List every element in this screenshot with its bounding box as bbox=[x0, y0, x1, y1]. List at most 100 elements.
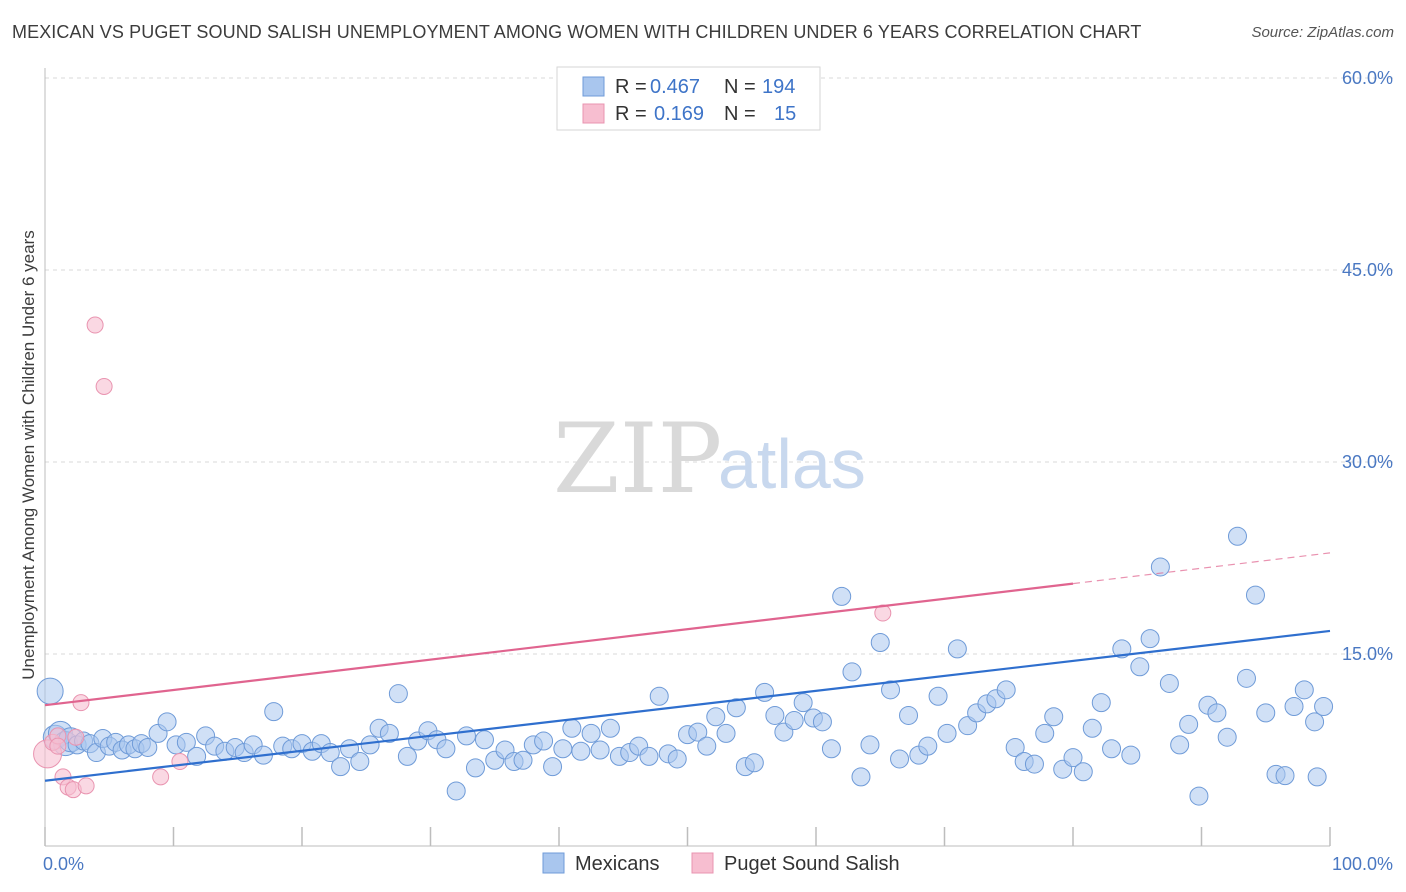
data-point-mexicans bbox=[1256, 703, 1276, 723]
series-legend-mexicans: Mexicans bbox=[575, 853, 659, 875]
data-point-salish bbox=[171, 753, 189, 771]
data-point-mexicans bbox=[842, 662, 862, 682]
legend-n-value: 15 bbox=[774, 103, 796, 125]
legend-n-label: N = bbox=[724, 76, 756, 98]
data-point-mexicans bbox=[1170, 735, 1190, 755]
data-point-mexicans bbox=[1140, 629, 1160, 649]
data-point-mexicans bbox=[832, 586, 852, 606]
legend-r-value: 0.169 bbox=[654, 103, 704, 125]
data-point-salish bbox=[152, 768, 170, 786]
legend-r-label: R = bbox=[615, 76, 647, 98]
y-tick-label: 60.0% bbox=[1342, 68, 1393, 88]
axes bbox=[44, 68, 1331, 847]
y-tick-label: 45.0% bbox=[1342, 260, 1393, 280]
salish-points bbox=[33, 316, 892, 799]
series-swatch-salish bbox=[691, 852, 714, 874]
data-point-mexicans bbox=[581, 723, 601, 743]
data-point-mexicans bbox=[436, 739, 456, 759]
data-point-mexicans bbox=[1091, 693, 1111, 713]
data-point-mexicans bbox=[1035, 723, 1055, 743]
y-tick-label: 15.0% bbox=[1342, 644, 1393, 664]
data-point-mexicans bbox=[138, 737, 158, 757]
data-point-mexicans bbox=[1179, 714, 1199, 734]
data-point-mexicans bbox=[456, 726, 476, 746]
data-point-mexicans bbox=[1005, 737, 1025, 757]
series-legend: Mexicans Puget Sound Salish bbox=[542, 852, 900, 875]
data-point-mexicans bbox=[870, 632, 890, 652]
series-swatch-mexicans bbox=[542, 852, 565, 874]
legend-swatch-mexicans bbox=[582, 76, 605, 97]
data-point-mexicans bbox=[812, 712, 832, 732]
tick-labels: 15.0% 30.0% 45.0% 60.0% 0.0% 100.0% bbox=[43, 68, 1393, 874]
data-point-salish bbox=[49, 737, 67, 755]
data-point-mexicans bbox=[890, 749, 910, 769]
data-point-mexicans bbox=[688, 722, 708, 742]
data-point-mexicans bbox=[1284, 696, 1304, 716]
data-point-mexicans bbox=[1305, 712, 1325, 732]
data-point-mexicans bbox=[1236, 668, 1256, 688]
data-point-mexicans bbox=[899, 705, 919, 725]
trend-line-mexicans bbox=[44, 629, 1331, 782]
data-point-mexicans bbox=[1245, 585, 1265, 605]
data-point-mexicans bbox=[1307, 767, 1327, 787]
data-point-mexicans bbox=[1217, 727, 1237, 747]
data-point-mexicans bbox=[851, 767, 871, 787]
data-point-mexicans bbox=[331, 757, 351, 777]
data-point-mexicans bbox=[1063, 748, 1083, 768]
data-point-mexicans bbox=[1150, 557, 1170, 577]
data-point-mexicans bbox=[360, 735, 380, 755]
data-point-mexicans bbox=[379, 723, 399, 743]
data-point-mexicans bbox=[784, 711, 804, 731]
data-point-mexicans bbox=[513, 750, 533, 770]
data-point-mexicans bbox=[1207, 703, 1227, 723]
data-point-mexicans bbox=[1189, 786, 1209, 806]
data-point-mexicans bbox=[1112, 639, 1132, 659]
legend-n-label: N = bbox=[724, 103, 756, 125]
data-point-mexicans bbox=[937, 723, 957, 743]
data-point-mexicans bbox=[1044, 707, 1064, 727]
legend-r-value: 0.467 bbox=[650, 76, 700, 98]
data-point-mexicans bbox=[157, 712, 177, 732]
y-axis-label: Unemployment Among Women with Children U… bbox=[19, 230, 38, 679]
data-point-salish bbox=[77, 777, 95, 795]
data-point-mexicans bbox=[716, 723, 736, 743]
data-point-mexicans bbox=[755, 682, 775, 702]
trend-line-salish bbox=[44, 582, 1074, 707]
data-point-mexicans bbox=[36, 677, 64, 705]
chart-title: MEXICAN VS PUGET SOUND SALISH UNEMPLOYME… bbox=[12, 22, 1142, 42]
legend-swatch-salish bbox=[582, 103, 605, 124]
data-point-mexicans bbox=[1073, 762, 1093, 782]
data-point-mexicans bbox=[744, 753, 764, 773]
data-point-mexicans bbox=[996, 680, 1016, 700]
data-point-mexicans bbox=[1159, 673, 1179, 693]
data-point-salish bbox=[86, 316, 104, 334]
watermark-zip: ZIP bbox=[553, 403, 722, 515]
data-point-mexicans bbox=[571, 741, 591, 761]
data-point-mexicans bbox=[697, 736, 717, 756]
data-point-mexicans bbox=[187, 746, 207, 766]
stats-legend: R = 0.467 N = 194 R = 0.169 N = 15 bbox=[556, 66, 821, 131]
data-point-salish bbox=[67, 728, 85, 746]
data-point-mexicans bbox=[388, 684, 408, 704]
data-point-mexicans bbox=[264, 702, 284, 722]
data-point-mexicans bbox=[1314, 696, 1334, 716]
trend-lines bbox=[44, 552, 1331, 782]
data-point-mexicans bbox=[881, 680, 901, 700]
data-point-mexicans bbox=[543, 757, 563, 777]
data-point-mexicans bbox=[562, 718, 582, 738]
data-point-mexicans bbox=[465, 758, 485, 778]
data-point-mexicans bbox=[793, 693, 813, 713]
watermark-atlas: atlas bbox=[718, 425, 866, 503]
data-point-mexicans bbox=[553, 739, 573, 759]
source-label: Source: ZipAtlas.com bbox=[1251, 24, 1394, 41]
data-point-mexicans bbox=[639, 746, 659, 766]
grid-lines bbox=[45, 77, 1393, 655]
data-point-mexicans bbox=[821, 739, 841, 759]
data-point-mexicans bbox=[947, 639, 967, 659]
data-point-mexicans bbox=[590, 740, 610, 760]
legend-n-value: 194 bbox=[762, 76, 795, 98]
data-point-mexicans bbox=[706, 707, 726, 727]
data-point-mexicans bbox=[765, 705, 785, 725]
data-point-mexicans bbox=[176, 732, 196, 752]
